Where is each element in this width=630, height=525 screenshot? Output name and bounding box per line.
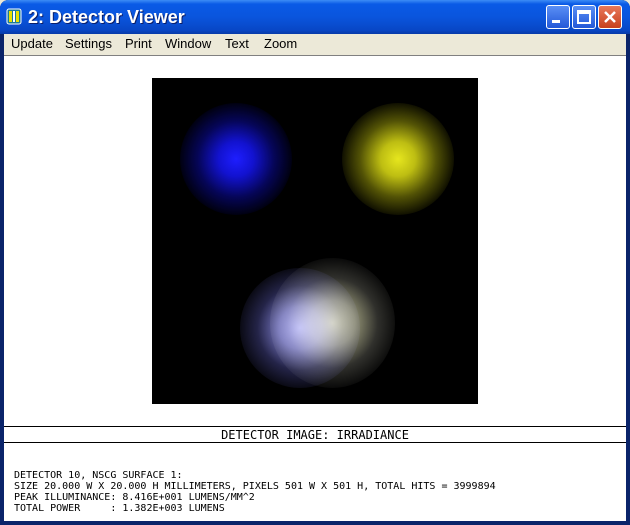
pale-yellow-spot xyxy=(270,258,395,388)
menu-text[interactable]: Text xyxy=(225,36,249,51)
caption-divider-top xyxy=(4,426,626,427)
zemax-app-icon[interactable] xyxy=(6,8,22,25)
title-bar[interactable]: 2: Detector Viewer xyxy=(0,0,630,34)
close-button[interactable] xyxy=(598,5,622,29)
close-icon xyxy=(604,11,616,23)
window-title: 2: Detector Viewer xyxy=(28,7,185,27)
maximize-icon xyxy=(577,10,591,24)
menu-window[interactable]: Window xyxy=(165,36,212,51)
maximize-button[interactable] xyxy=(572,5,596,29)
yellow-spot xyxy=(342,103,454,215)
image-caption: DETECTOR IMAGE: IRRADIANCE xyxy=(221,428,409,442)
info-line-detector: DETECTOR 10, NSCG SURFACE 1: xyxy=(14,470,183,481)
info-line-peak: PEAK ILLUMINANCE: 8.416E+001 LUMENS/MM^2 xyxy=(14,492,255,503)
menu-settings[interactable]: Settings xyxy=(65,36,112,51)
detector-info-block: DETECTOR 10, NSCG SURFACE 1: SIZE 20.000 … xyxy=(14,470,496,514)
info-line-power: TOTAL POWER : 1.382E+003 LUMENS xyxy=(14,503,225,514)
minimize-icon xyxy=(552,20,560,23)
caption-divider-bottom xyxy=(4,442,626,443)
menu-print[interactable]: Print xyxy=(125,36,152,51)
window-frame: Update Settings Print Window Text Zoom D… xyxy=(4,34,626,521)
menu-update[interactable]: Update xyxy=(11,36,53,51)
menu-zoom[interactable]: Zoom xyxy=(264,36,298,51)
blue-spot xyxy=(180,103,292,215)
menu-bar: Update Settings Print Window Text Zoom xyxy=(4,34,626,54)
detector-irradiance-image[interactable] xyxy=(152,78,478,404)
info-line-size: SIZE 20.000 W X 20.000 H MILLIMETERS, PI… xyxy=(14,481,496,492)
viewer-client-area[interactable]: DETECTOR IMAGE: IRRADIANCE DETECTOR 10, … xyxy=(4,55,626,521)
minimize-button[interactable] xyxy=(546,5,570,29)
